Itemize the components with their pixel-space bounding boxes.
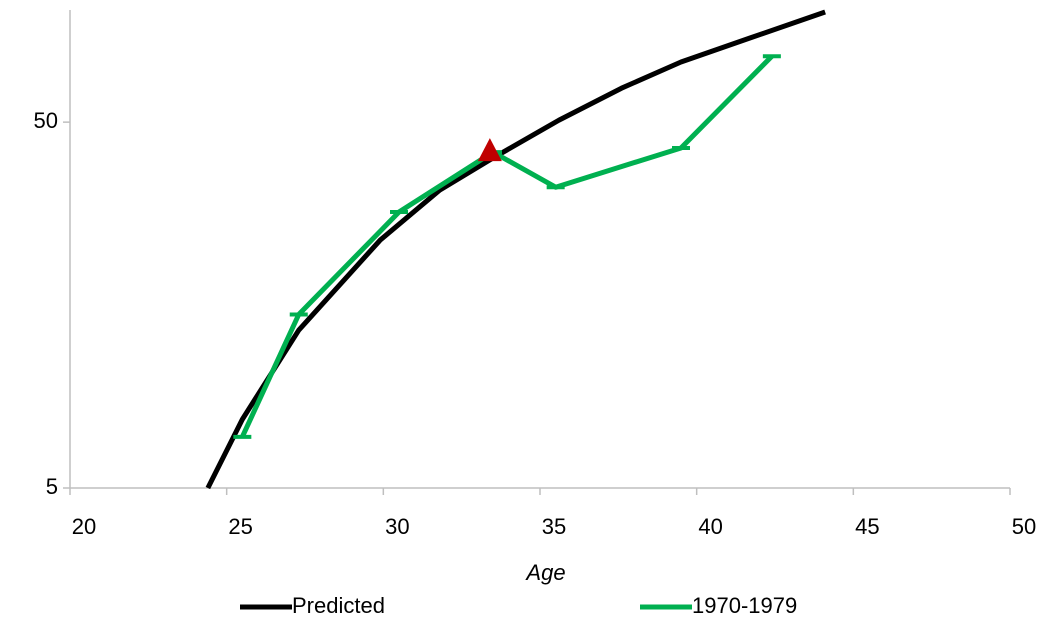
series-line [240, 54, 774, 438]
y-tick-label: 50 [34, 108, 58, 133]
legend-label: Predicted [292, 593, 385, 618]
x-tick-label: 20 [72, 514, 96, 539]
x-tick-label: 25 [228, 514, 252, 539]
x-axis-label: Age [524, 560, 565, 585]
legend-label: 1970-1979 [692, 593, 797, 618]
x-tick-label: 30 [385, 514, 409, 539]
y-tick-label: 5 [46, 474, 58, 499]
series-line [205, 9, 826, 490]
x-tick-label: 40 [698, 514, 722, 539]
highlight-marker [477, 138, 502, 162]
x-tick-label: 50 [1012, 514, 1036, 539]
x-tick-label: 45 [855, 514, 879, 539]
x-tick-label: 35 [542, 514, 566, 539]
